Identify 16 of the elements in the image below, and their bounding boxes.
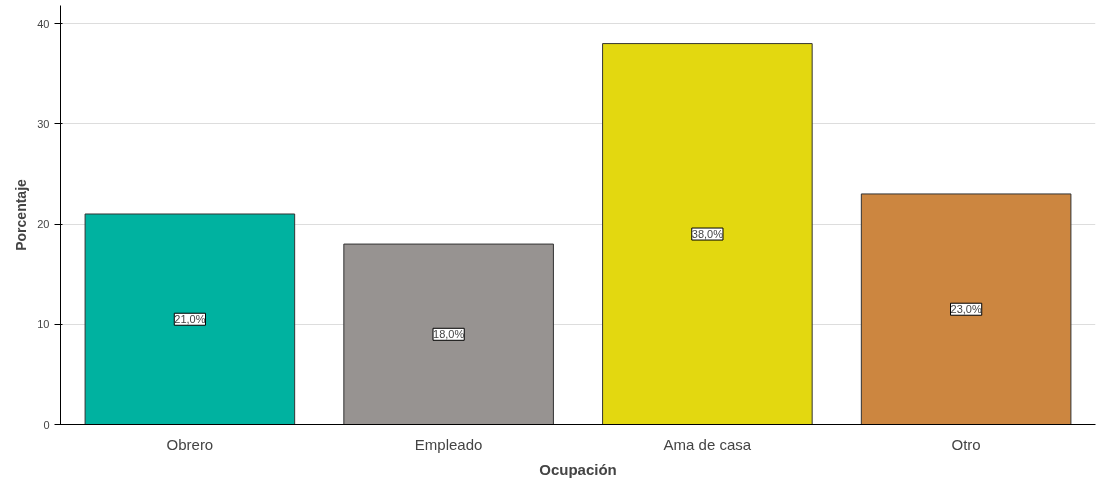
y-axis-title: Porcentaje <box>13 178 30 251</box>
y-tick-label: 20 <box>37 218 50 231</box>
y-tick-label: 10 <box>37 318 50 331</box>
bar <box>860 193 1072 425</box>
y-tick-label: 40 <box>37 17 50 30</box>
x-tick-label: Empleado <box>414 435 483 453</box>
y-tick-label: 30 <box>37 117 50 130</box>
bar <box>602 43 813 425</box>
y-tick-label: 0 <box>43 418 50 431</box>
bar <box>84 213 296 425</box>
x-tick-label: Obrero <box>166 435 214 453</box>
x-tick-label: Ama de casa <box>663 435 752 453</box>
x-axis-title: Ocupación <box>539 460 617 478</box>
data-label: 18,0% <box>433 328 465 341</box>
bar <box>343 243 554 425</box>
x-tick-label: Otro <box>951 435 981 453</box>
